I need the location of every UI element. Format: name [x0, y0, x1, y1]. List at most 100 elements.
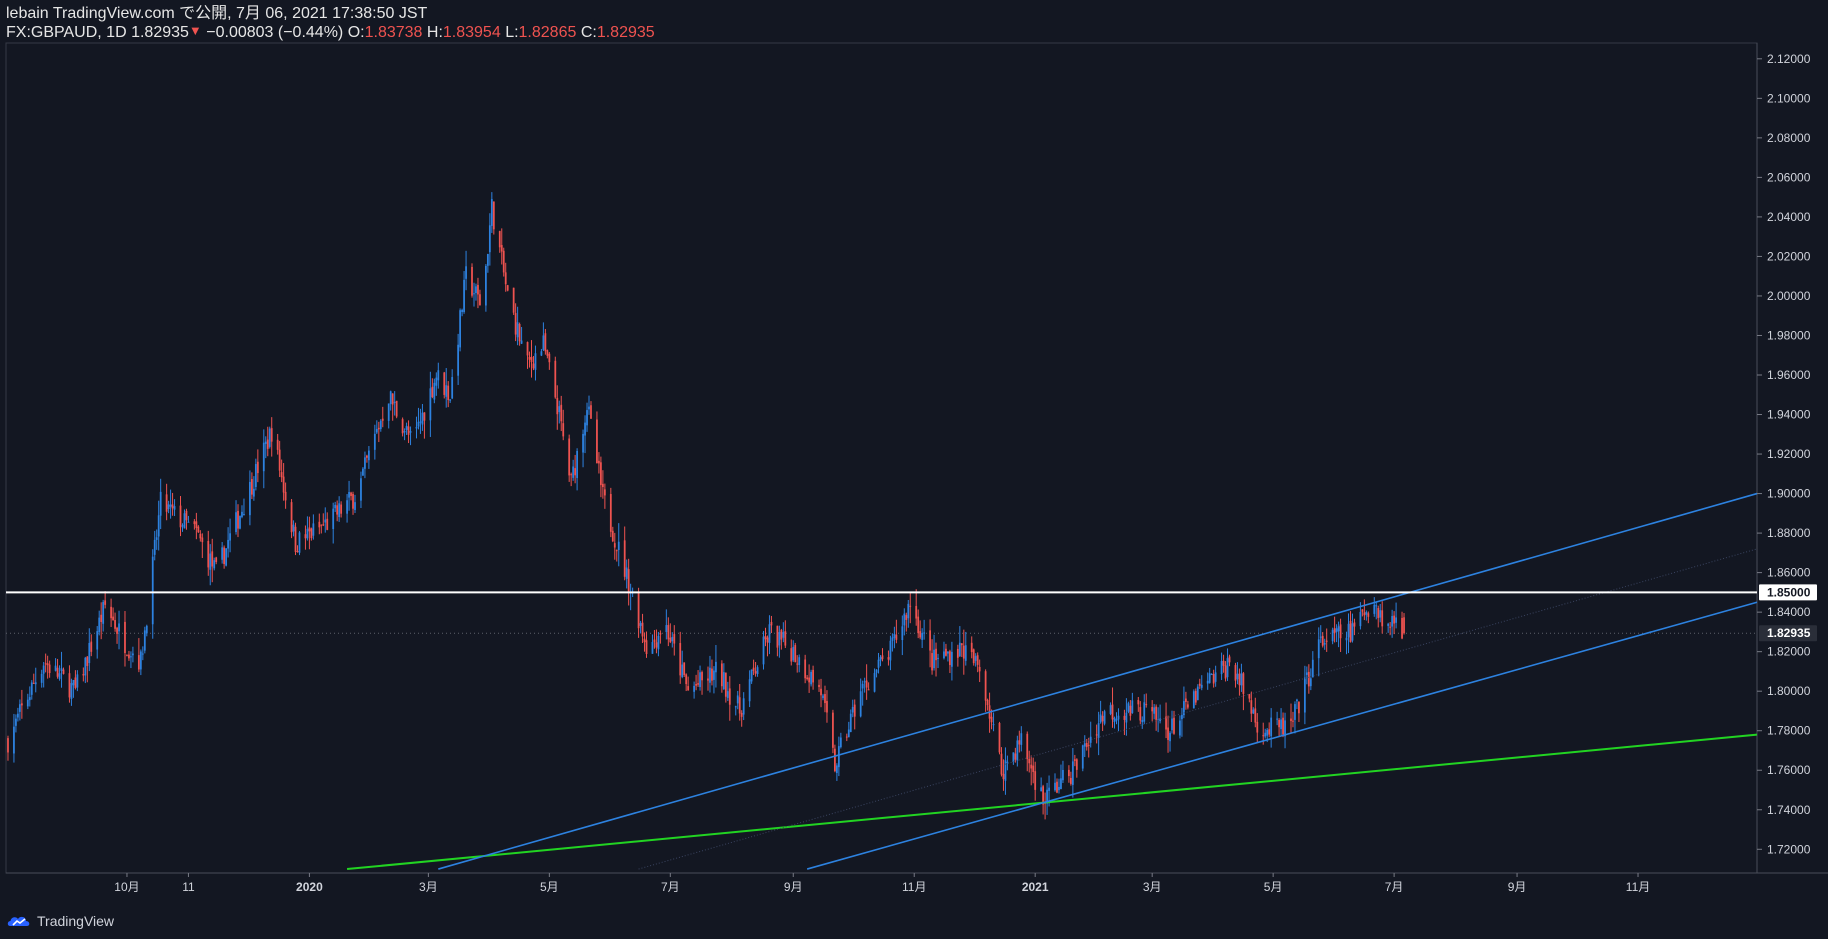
- candle-body[interactable]: [1186, 704, 1189, 708]
- candle-body[interactable]: [679, 643, 682, 676]
- candle-body[interactable]: [1294, 704, 1296, 720]
- candle-body[interactable]: [488, 225, 491, 253]
- candle-body[interactable]: [958, 642, 961, 657]
- candle-body[interactable]: [659, 633, 662, 635]
- candle-body[interactable]: [1042, 786, 1045, 805]
- candle-body[interactable]: [1220, 660, 1223, 675]
- candle-body[interactable]: [590, 405, 592, 419]
- candle-body[interactable]: [1125, 712, 1128, 723]
- candle-body[interactable]: [978, 666, 981, 672]
- candle-body[interactable]: [459, 310, 462, 348]
- candle-body[interactable]: [1034, 771, 1037, 790]
- candle-body[interactable]: [1208, 673, 1211, 683]
- candle-body[interactable]: [1303, 677, 1306, 713]
- candle-body[interactable]: [1349, 620, 1352, 643]
- candle-body[interactable]: [1403, 617, 1405, 634]
- candle-body[interactable]: [764, 636, 767, 640]
- candle-body[interactable]: [197, 526, 200, 533]
- candle-body[interactable]: [1109, 705, 1112, 714]
- candle-body[interactable]: [215, 557, 218, 562]
- candle-body[interactable]: [1373, 604, 1376, 614]
- candle-body[interactable]: [1192, 691, 1195, 709]
- candle-body[interactable]: [516, 322, 519, 338]
- candle-body[interactable]: [128, 654, 130, 659]
- candle-body[interactable]: [1311, 659, 1314, 678]
- candle-body[interactable]: [118, 623, 120, 632]
- candle-body[interactable]: [847, 729, 850, 738]
- candle-body[interactable]: [74, 677, 77, 688]
- candle-body[interactable]: [1030, 764, 1033, 769]
- candle-body[interactable]: [865, 680, 868, 688]
- candle-body[interactable]: [740, 712, 743, 717]
- candle-body[interactable]: [237, 510, 239, 529]
- candle-body[interactable]: [381, 418, 384, 421]
- candle-body[interactable]: [1016, 740, 1019, 762]
- candle-body[interactable]: [768, 624, 771, 643]
- candle-body[interactable]: [492, 201, 495, 230]
- candle-body[interactable]: [709, 667, 711, 683]
- channel-line[interactable]: [438, 492, 1758, 870]
- candle-body[interactable]: [362, 468, 364, 476]
- candle-body[interactable]: [623, 540, 626, 577]
- candle-body[interactable]: [169, 504, 172, 507]
- candle-body[interactable]: [639, 623, 642, 626]
- candle-body[interactable]: [766, 637, 769, 643]
- candle-body[interactable]: [560, 404, 563, 422]
- candle-body[interactable]: [1365, 612, 1368, 615]
- candle-body[interactable]: [1131, 700, 1134, 714]
- candle-body[interactable]: [477, 284, 479, 295]
- candle-body[interactable]: [447, 385, 450, 401]
- candle-body[interactable]: [701, 672, 703, 681]
- candle-body[interactable]: [1185, 698, 1187, 702]
- candle-body[interactable]: [377, 427, 380, 430]
- candle-body[interactable]: [443, 372, 446, 395]
- candle-body[interactable]: [625, 567, 628, 579]
- trendline-green[interactable]: [346, 733, 1758, 871]
- candle-body[interactable]: [473, 293, 475, 295]
- candle-body[interactable]: [407, 426, 410, 435]
- candle-body[interactable]: [498, 231, 501, 248]
- candle-body[interactable]: [1198, 683, 1201, 686]
- candle-body[interactable]: [276, 439, 279, 450]
- candle-body[interactable]: [130, 656, 132, 658]
- candle-body[interactable]: [598, 460, 600, 464]
- candle-body[interactable]: [7, 738, 9, 753]
- candle-body[interactable]: [401, 419, 404, 434]
- candle-body[interactable]: [1391, 616, 1394, 627]
- candle-body[interactable]: [576, 450, 578, 479]
- candle-body[interactable]: [76, 674, 79, 688]
- candle-body[interactable]: [887, 657, 890, 660]
- candle-body[interactable]: [734, 706, 737, 708]
- candle-body[interactable]: [873, 672, 876, 692]
- candle-body[interactable]: [1234, 665, 1237, 681]
- candle-body[interactable]: [139, 651, 142, 670]
- candle-body[interactable]: [794, 645, 797, 663]
- candle-body[interactable]: [615, 550, 618, 552]
- candle-body[interactable]: [889, 640, 892, 661]
- candle-body[interactable]: [1155, 706, 1158, 720]
- candle-body[interactable]: [1284, 720, 1286, 737]
- candle-body[interactable]: [1026, 733, 1029, 760]
- candle-body[interactable]: [213, 560, 216, 569]
- candle-body[interactable]: [530, 356, 533, 363]
- candle-body[interactable]: [1325, 640, 1328, 642]
- candle-body[interactable]: [715, 661, 717, 673]
- candle-body[interactable]: [320, 524, 323, 526]
- candle-body[interactable]: [1048, 787, 1050, 791]
- candle-body[interactable]: [881, 655, 884, 660]
- candle-body[interactable]: [334, 504, 337, 509]
- candle-body[interactable]: [185, 510, 188, 521]
- candle-body[interactable]: [1141, 720, 1144, 723]
- candle-body[interactable]: [962, 645, 965, 659]
- candle-body[interactable]: [784, 631, 787, 646]
- candle-body[interactable]: [419, 421, 422, 423]
- candle-body[interactable]: [290, 502, 293, 533]
- candle-body[interactable]: [298, 532, 301, 553]
- candle-body[interactable]: [804, 659, 807, 679]
- candle-body[interactable]: [1159, 718, 1162, 722]
- candle-body[interactable]: [586, 410, 588, 426]
- candle-body[interactable]: [653, 639, 656, 643]
- candle-body[interactable]: [915, 605, 918, 619]
- candle-body[interactable]: [251, 479, 253, 495]
- candle-body[interactable]: [1012, 752, 1015, 763]
